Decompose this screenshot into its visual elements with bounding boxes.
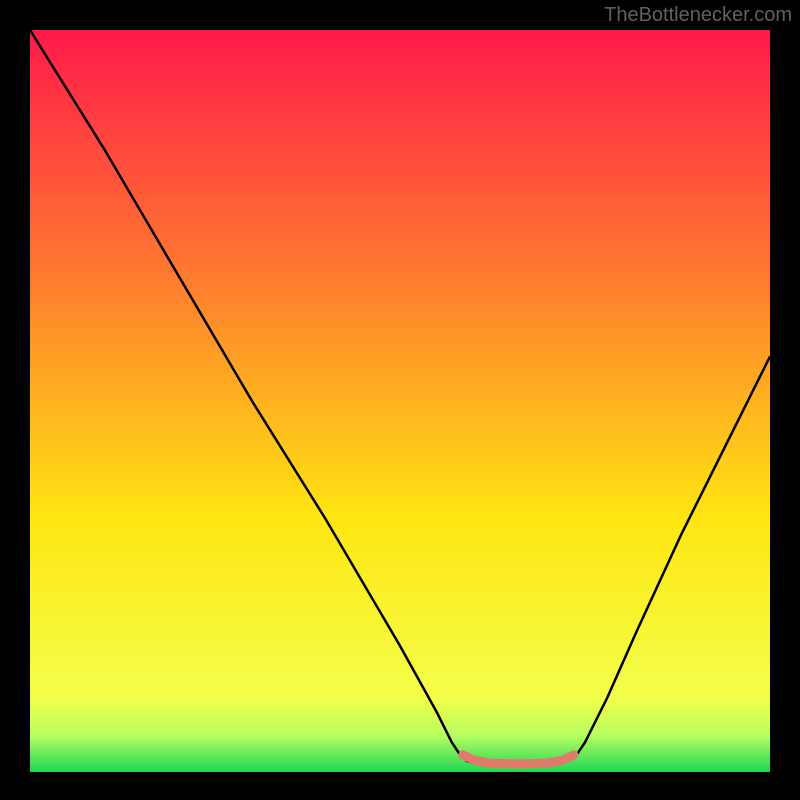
watermark-text: TheBottlenecker.com	[604, 4, 792, 27]
optimal-range-highlight	[463, 755, 574, 764]
bottleneck-curve	[30, 30, 770, 765]
chart-svg	[30, 30, 770, 772]
chart-plot-area	[30, 30, 770, 772]
